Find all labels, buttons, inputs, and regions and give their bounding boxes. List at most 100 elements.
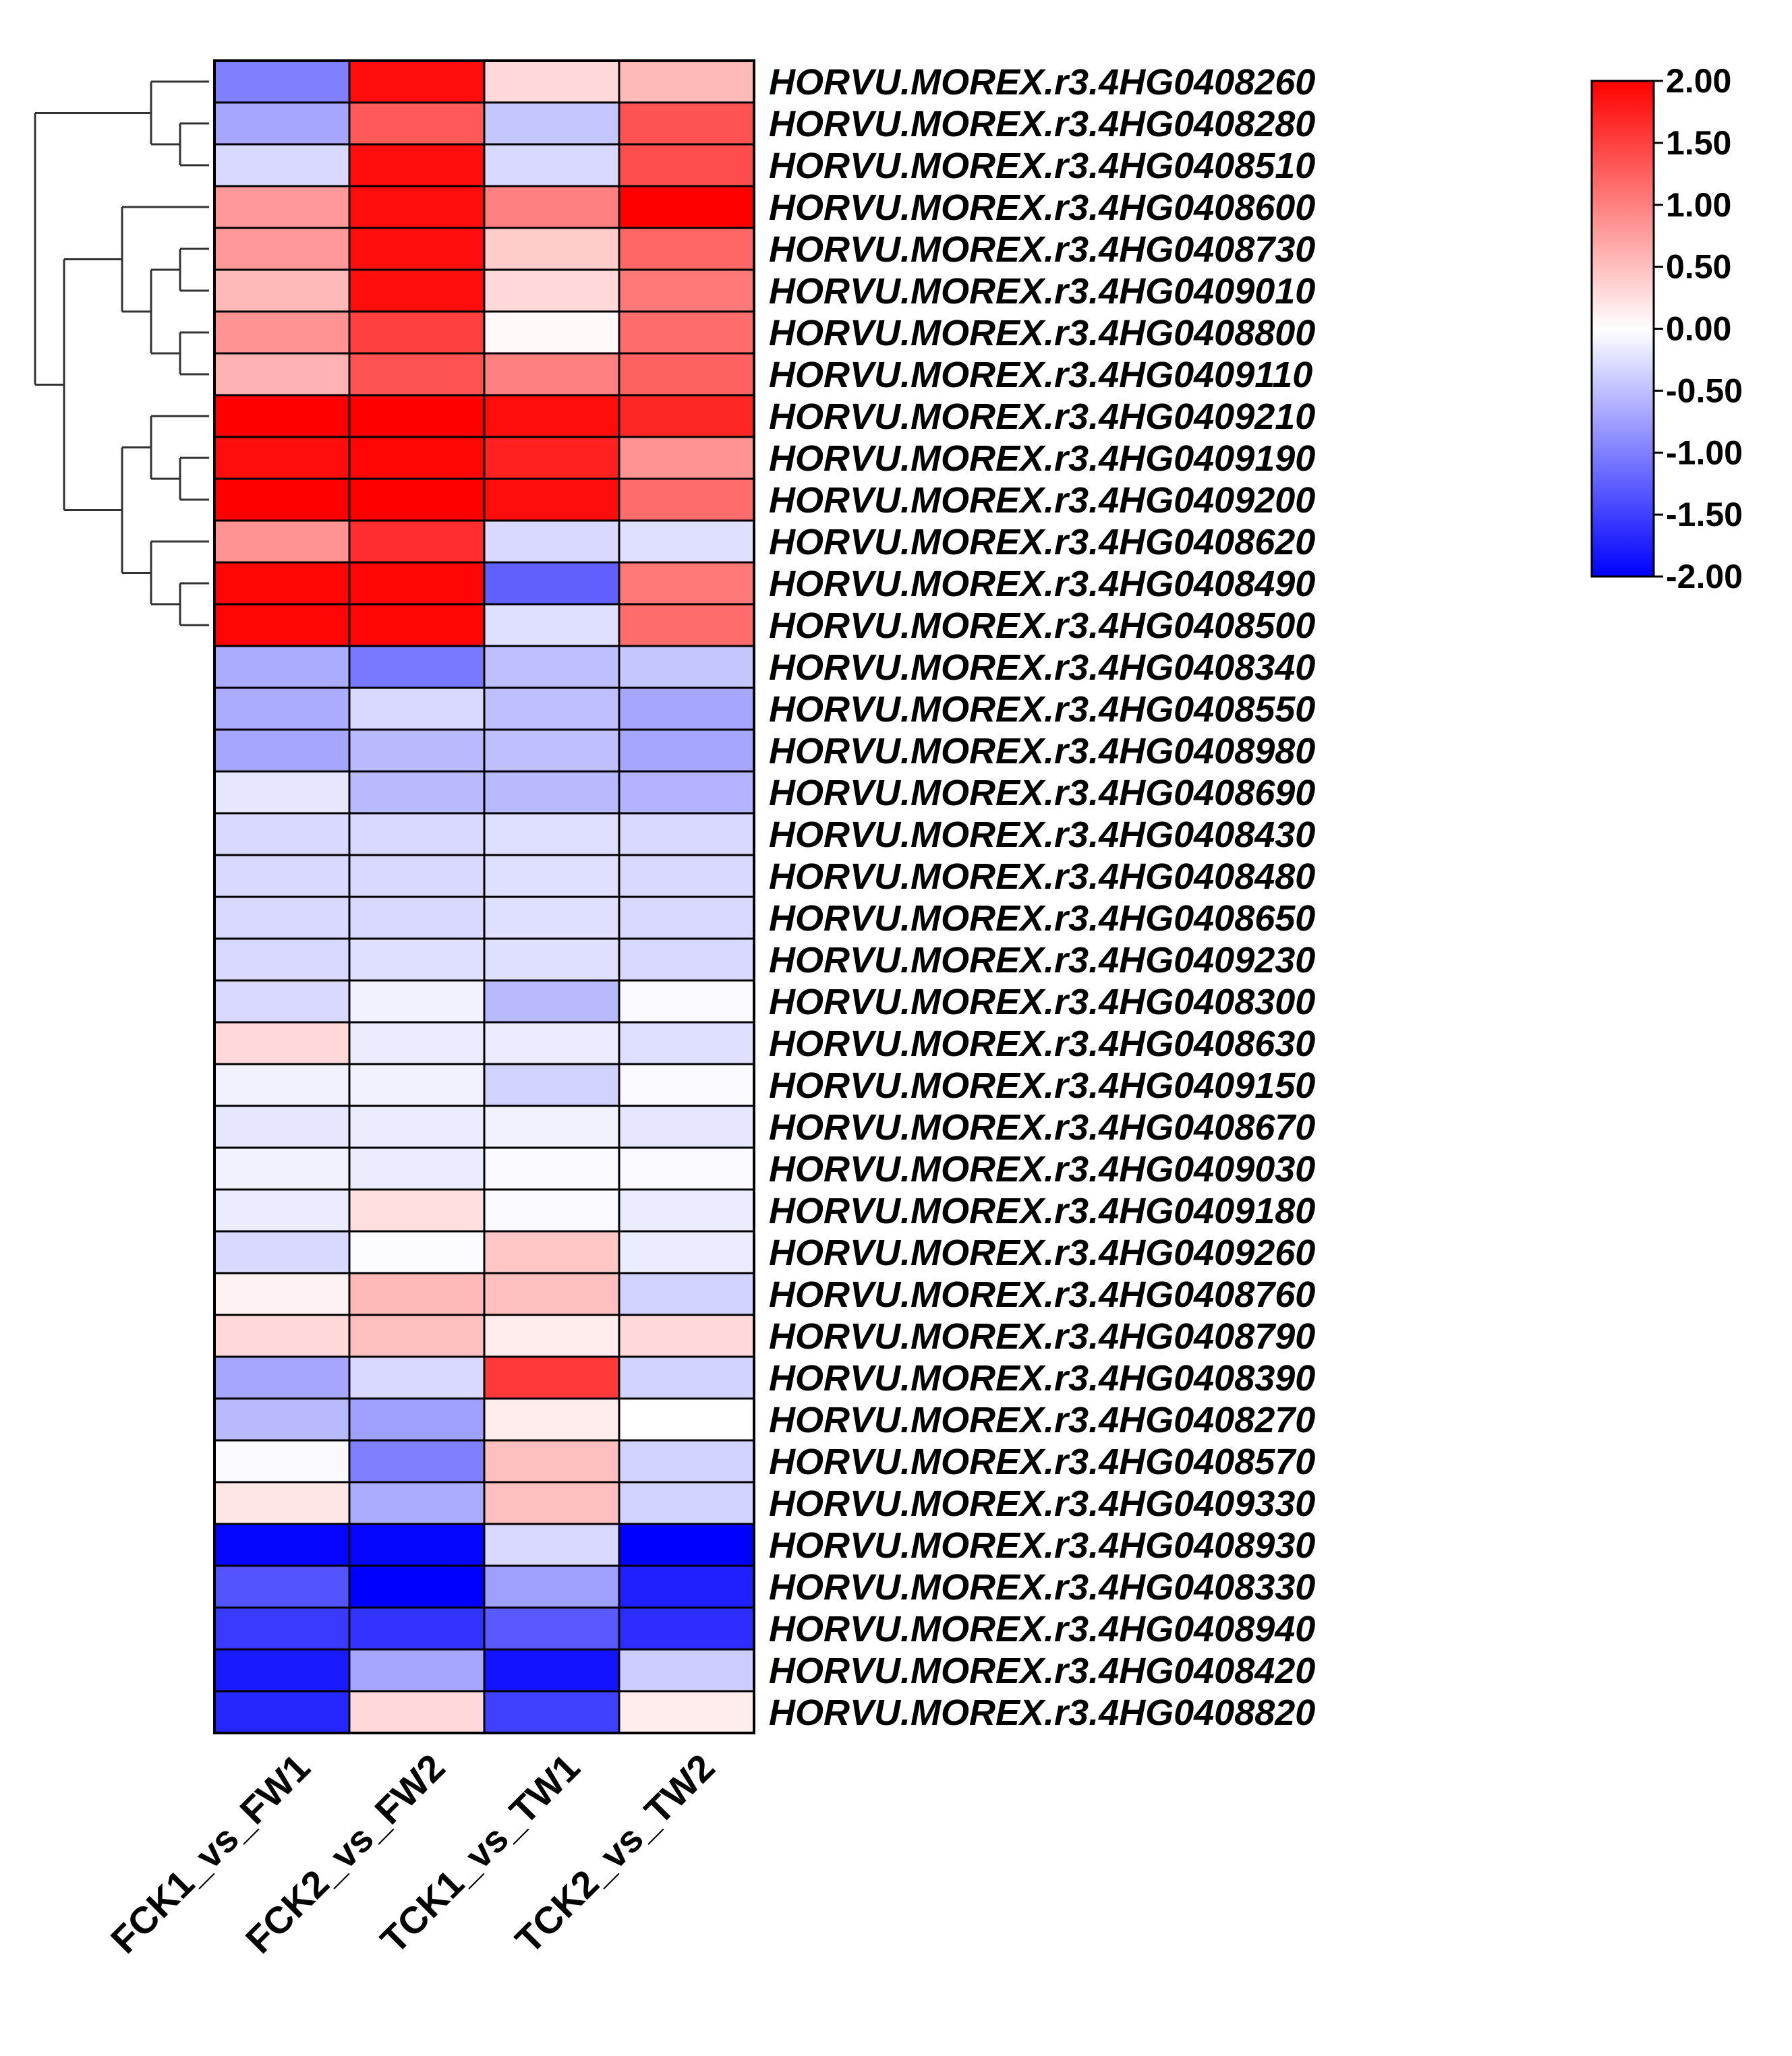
heatmap-cell — [618, 561, 755, 606]
heatmap-cell — [483, 436, 620, 480]
heatmap-cell — [483, 1606, 620, 1651]
heatmap-cell — [213, 101, 351, 146]
row-label: HORVU.MOREX.r3.4HG0408940 — [769, 1609, 1315, 1649]
heatmap-cell — [213, 561, 351, 606]
heatmap-cell — [213, 1314, 351, 1358]
heatmap-cell — [618, 1648, 755, 1693]
row-label: HORVU.MOREX.r3.4HG0408690 — [769, 773, 1315, 813]
heatmap-cell — [618, 1021, 755, 1065]
heatmap-cell — [213, 1564, 351, 1609]
row-label: HORVU.MOREX.r3.4HG0409150 — [769, 1065, 1315, 1106]
row-label: HORVU.MOREX.r3.4HG0408730 — [769, 229, 1315, 270]
heatmap-cell — [483, 1648, 620, 1693]
heatmap-cell — [483, 394, 620, 438]
heatmap-cell — [618, 770, 755, 815]
heatmap-cell — [348, 1230, 486, 1274]
heatmap-cell — [618, 1272, 755, 1316]
heatmap-cell — [213, 937, 351, 982]
row-label: HORVU.MOREX.r3.4HG0409190 — [769, 438, 1315, 479]
heatmap-cell — [348, 1146, 486, 1191]
heatmap-cell — [618, 1105, 755, 1149]
heatmap-cell — [483, 1397, 620, 1442]
heatmap-cell — [348, 310, 486, 355]
row-label: HORVU.MOREX.r3.4HG0408550 — [769, 689, 1315, 730]
row-label: HORVU.MOREX.r3.4HG0408600 — [769, 187, 1315, 228]
heatmap-cell — [483, 1314, 620, 1358]
row-label: HORVU.MOREX.r3.4HG0409030 — [769, 1149, 1315, 1189]
heatmap-cell — [618, 895, 755, 940]
colorbar-tick-label: 1.50 — [1666, 124, 1731, 162]
row-label: HORVU.MOREX.r3.4HG0408670 — [769, 1107, 1315, 1148]
heatmap-cell — [618, 812, 755, 856]
heatmap-cell — [213, 1690, 351, 1734]
row-label: HORVU.MOREX.r3.4HG0408280 — [769, 104, 1315, 144]
heatmap-cell — [213, 310, 351, 355]
heatmap-cell — [213, 1188, 351, 1233]
row-label: HORVU.MOREX.r3.4HG0408500 — [769, 606, 1315, 646]
heatmap-cell — [483, 143, 620, 187]
heatmap-cell — [348, 1397, 486, 1442]
heatmap-cell — [483, 59, 620, 104]
heatmap-cell — [213, 1355, 351, 1400]
heatmap-cell — [348, 227, 486, 271]
heatmap-cell — [618, 686, 755, 731]
heatmap-cell — [618, 1063, 755, 1107]
heatmap-cell — [348, 1564, 486, 1609]
row-label: HORVU.MOREX.r3.4HG0408300 — [769, 982, 1315, 1022]
heatmap-cell — [213, 394, 351, 438]
heatmap-cell — [213, 1523, 351, 1567]
heatmap-cell — [213, 519, 351, 564]
heatmap-cell — [213, 1021, 351, 1065]
row-label: HORVU.MOREX.r3.4HG0408620 — [769, 522, 1315, 562]
heatmap-cell — [483, 1523, 620, 1567]
heatmap-cell — [618, 937, 755, 982]
heatmap-cell — [348, 1606, 486, 1651]
colorbar-tick-label: -1.00 — [1666, 434, 1743, 471]
heatmap-cell — [618, 519, 755, 564]
heatmap-cell — [618, 1606, 755, 1651]
row-label: HORVU.MOREX.r3.4HG0409330 — [769, 1484, 1315, 1524]
heatmap-cell — [483, 352, 620, 396]
heatmap-cell — [213, 352, 351, 396]
heatmap-cell — [348, 1523, 486, 1567]
heatmap-cell — [348, 1439, 486, 1484]
row-label: HORVU.MOREX.r3.4HG0409110 — [769, 355, 1312, 395]
heatmap-cells — [213, 59, 755, 1734]
heatmap-cell — [483, 728, 620, 773]
heatmap-cell — [483, 1272, 620, 1316]
heatmap-cell — [348, 1690, 486, 1734]
heatmap-cell — [348, 143, 486, 187]
heatmap-cell — [213, 1397, 351, 1442]
colorbar-tick-label: -0.50 — [1666, 372, 1743, 409]
row-label: HORVU.MOREX.r3.4HG0409230 — [769, 940, 1315, 980]
heatmap-cell — [483, 310, 620, 355]
heatmap-cell — [348, 728, 486, 773]
row-dendrogram — [34, 80, 209, 626]
heatmap-cell — [483, 1690, 620, 1734]
heatmap-cell — [348, 686, 486, 731]
heatmap-cell — [213, 645, 351, 689]
heatmap-cell — [213, 812, 351, 856]
heatmap-cell — [618, 59, 755, 104]
heatmap-cell — [618, 1564, 755, 1609]
heatmap-cell — [618, 1188, 755, 1233]
row-label: HORVU.MOREX.r3.4HG0409200 — [769, 480, 1315, 521]
heatmap-cell — [348, 1355, 486, 1400]
row-label: HORVU.MOREX.r3.4HG0408430 — [769, 815, 1315, 855]
heatmap-cell — [348, 979, 486, 1024]
heatmap-cell — [483, 895, 620, 940]
heatmap-cell — [213, 185, 351, 229]
heatmap-cell — [483, 686, 620, 731]
heatmap-cell — [483, 519, 620, 564]
heatmap-cell — [348, 394, 486, 438]
heatmap-cell — [348, 185, 486, 229]
heatmap-cell — [213, 1272, 351, 1316]
row-label: HORVU.MOREX.r3.4HG0408570 — [769, 1442, 1315, 1482]
heatmap-cell — [348, 519, 486, 564]
heatmap-cell — [618, 394, 755, 438]
heatmap-cell — [213, 477, 351, 522]
heatmap-cell — [483, 1481, 620, 1525]
heatmap-cell — [348, 1272, 486, 1316]
heatmap-cell — [618, 1230, 755, 1274]
